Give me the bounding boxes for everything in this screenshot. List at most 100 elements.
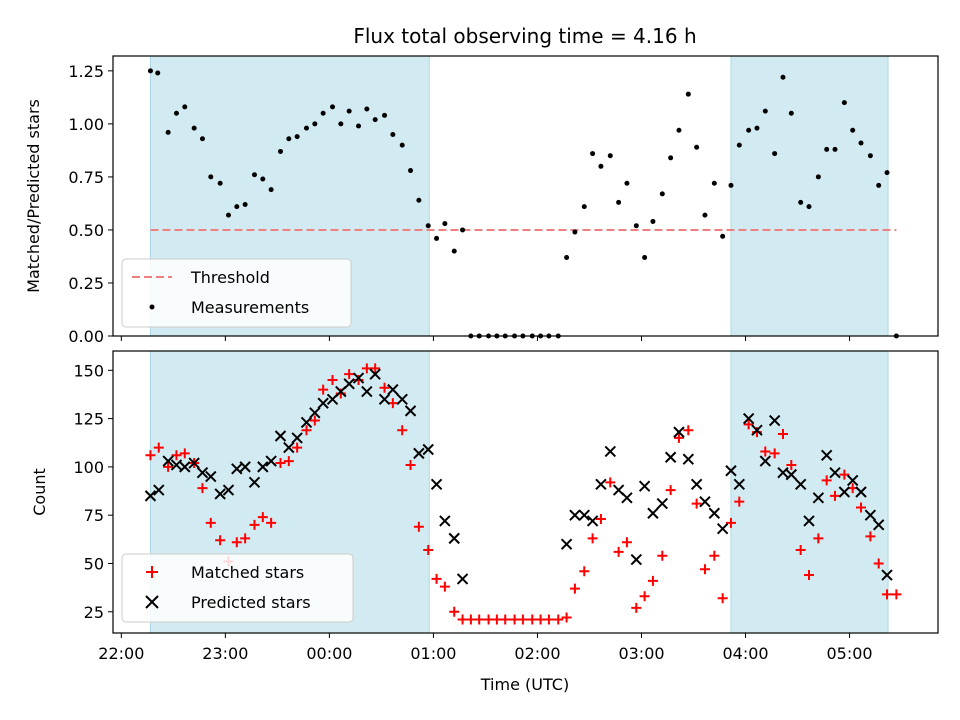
matched-star-point [691, 498, 702, 509]
predicted-star-point [855, 486, 867, 498]
y-tick-label: 0.75 [68, 168, 104, 187]
matched-star-point [517, 614, 528, 625]
count-points [144, 363, 902, 625]
measurement-point [676, 127, 682, 133]
predicted-star-point [621, 492, 633, 504]
matched-star-point [500, 614, 511, 625]
predicted-star-point [586, 515, 599, 527]
measurement-point [338, 121, 344, 127]
predicted-star-point [569, 509, 581, 521]
matched-star-point [379, 382, 390, 393]
legend-matched-label: Matched stars [191, 563, 304, 582]
predicted-star-point [768, 414, 781, 427]
measurement-point [191, 125, 197, 131]
matched-star-point [769, 448, 780, 459]
matched-star-point [569, 583, 580, 594]
measurement-point [624, 180, 630, 186]
predicted-star-point [265, 455, 277, 467]
matched-star-point [699, 564, 710, 575]
predicted-star-point [560, 538, 573, 550]
matched-star-point [621, 537, 632, 548]
measurement-point [251, 172, 257, 178]
top-legend: Threshold Measurements [121, 258, 352, 328]
measurement-point [408, 168, 414, 174]
y-tick-label: 50 [84, 554, 104, 573]
measurement-point [330, 104, 336, 110]
matched-star-point [171, 450, 182, 461]
predicted-star-point [222, 484, 235, 496]
measurement-point [356, 123, 362, 129]
matched-star-point [397, 425, 408, 436]
matched-star-point [292, 442, 303, 453]
predicted-star-point [170, 459, 183, 471]
measurement-point [633, 223, 639, 229]
measurement-point [876, 182, 882, 188]
matched-star-point [197, 483, 208, 494]
matched-star-point [595, 514, 606, 525]
predicted-star-point [387, 383, 399, 396]
measurement-point [858, 140, 864, 146]
predicted-star-point [820, 449, 833, 462]
predicted-star-point [369, 368, 381, 380]
matched-star-point [631, 602, 642, 613]
measurement-point [772, 151, 778, 157]
legend-measurements-label: Measurements [191, 298, 309, 317]
predicted-star-point [214, 488, 226, 500]
measurement-point [225, 212, 231, 218]
predicted-star-point [647, 507, 659, 519]
predicted-star-point [630, 553, 643, 566]
matched-star-point [830, 490, 841, 501]
measurement-point [850, 127, 856, 133]
matched-star-point [205, 517, 216, 528]
measurement-point [806, 204, 812, 210]
bottom-x-ticks: 22:00 23:00 00:00 01:00 02:00 03:00 04:00 05:00 [98, 633, 873, 663]
matched-star-point [683, 425, 694, 436]
measurement-point [607, 153, 613, 159]
measurement-point [754, 125, 760, 131]
matched-star-point [474, 614, 485, 625]
measurement-point [217, 180, 223, 186]
matched-star-point [249, 519, 260, 530]
measurement-point [746, 127, 752, 133]
matched-star-point [839, 469, 850, 480]
matched-star-point [813, 533, 824, 544]
matched-star-point [179, 448, 190, 459]
bottom-axes-frame [112, 350, 939, 634]
measurement-point [434, 235, 440, 241]
predicted-star-point [803, 515, 815, 527]
y-tick-label: 0.00 [68, 327, 104, 346]
measurement-point [382, 112, 388, 118]
x-tick-label: 22:00 [98, 644, 144, 663]
measurement-point [668, 155, 674, 161]
matched-star-point [423, 544, 434, 555]
matched-star-point [543, 614, 554, 625]
matched-star-point [760, 446, 771, 457]
measurement-point [736, 142, 742, 148]
x-tick-label: 04:00 [722, 644, 768, 663]
measurement-point [762, 108, 768, 114]
measurement-point [616, 199, 622, 205]
measurement-point [416, 197, 422, 203]
matched-star-point [647, 575, 658, 586]
measurement-point [581, 204, 587, 210]
predicted-star-point [352, 372, 365, 384]
matched-star-point [449, 606, 460, 617]
predicted-star-point [179, 461, 191, 473]
measurement-point [824, 146, 830, 152]
predicted-star-point [812, 492, 825, 504]
measurement-point [841, 100, 847, 106]
predicted-star-point [656, 497, 669, 510]
measurement-point [650, 218, 656, 224]
predicted-star-point [317, 397, 329, 409]
top-panel: 0.00 0.25 0.50 0.75 1.00 1.25 Matched/Predict… [24, 55, 939, 346]
matched-star-point [709, 550, 720, 561]
predicted-star-point [742, 412, 755, 425]
matched-star-point [275, 458, 286, 469]
predicted-star-point [708, 507, 721, 519]
predicted-star-point [638, 480, 651, 492]
measurement-point [364, 106, 370, 112]
predicted-star-point [413, 447, 425, 460]
shaded-interval [730, 350, 889, 634]
matched-star-point [240, 533, 251, 544]
